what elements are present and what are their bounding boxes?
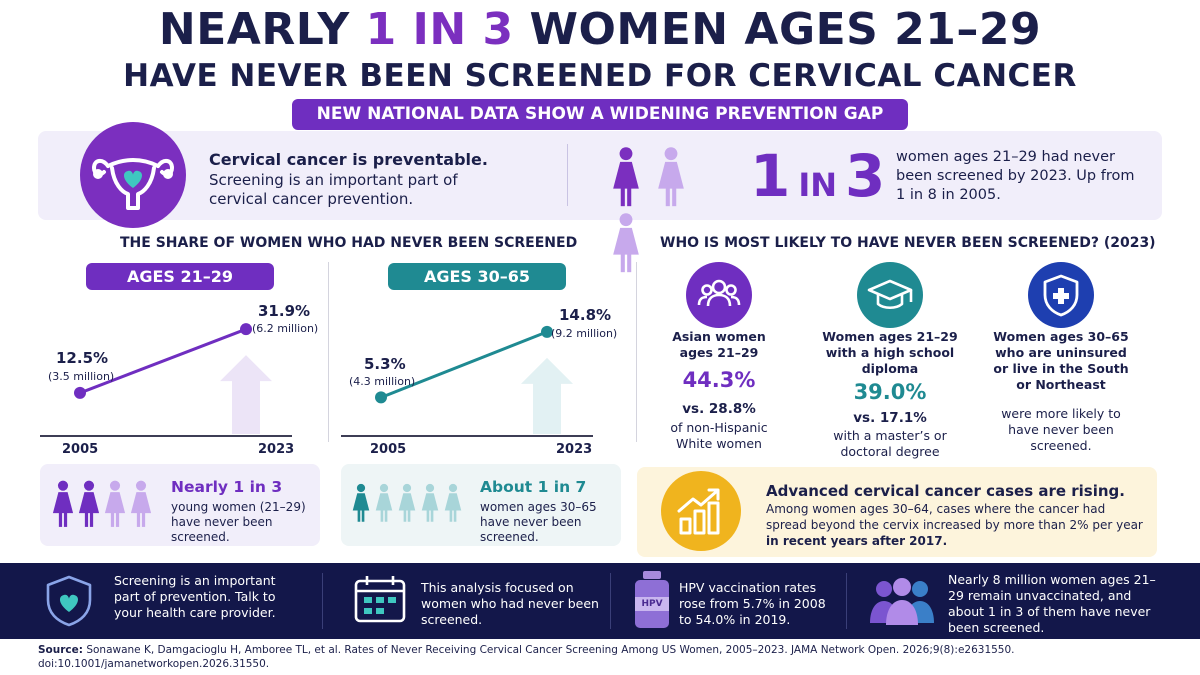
- footer-divider: [610, 573, 611, 629]
- advanced-text-bold: in recent years after 2017.: [766, 534, 948, 548]
- data-point-2005: [74, 386, 86, 399]
- footer-text-prevention: Screening is an important part of preven…: [114, 573, 276, 620]
- graduation-cap-icon: [857, 262, 923, 328]
- main-title: NEARLY 1 IN 3 WOMEN AGES 21–29: [158, 4, 1042, 55]
- year-label-2023: 2023: [258, 442, 295, 457]
- big-stat: 1 IN 3: [750, 142, 886, 210]
- column-divider: [328, 262, 329, 442]
- year-label-2005: 2005: [62, 442, 99, 457]
- trend-chart-30-65: [375, 325, 573, 434]
- banner: NEW NATIONAL DATA SHOW A WIDENING PREVEN…: [292, 99, 908, 130]
- value-label-2005: 5.3%: [364, 355, 406, 373]
- woman-icon: [104, 480, 126, 527]
- group-percent: 44.3%: [682, 368, 756, 392]
- column-divider: [636, 262, 637, 442]
- trend-line: [79, 327, 247, 395]
- trend-chart-21-29: [74, 323, 272, 434]
- calendar-icon: [352, 573, 408, 629]
- summary-text: young women (21–29) have never been scre…: [171, 500, 306, 544]
- vial-label: HPV: [635, 597, 669, 611]
- woman-icon: [421, 483, 439, 522]
- year-label-2023: 2023: [556, 442, 593, 457]
- rising-chart-icon: [661, 471, 741, 551]
- rising-arrow-shape: [521, 357, 573, 434]
- woman-icon: [375, 483, 393, 522]
- age-pill-30-65: AGES 30–65: [388, 263, 566, 290]
- intro-stat-text: women ages 21–29 had never been screened…: [896, 149, 1135, 203]
- summary-title: About 1 in 7: [480, 478, 587, 496]
- footer-text-hpv: HPV vaccination rates rose from 5.7% in …: [679, 580, 826, 627]
- people-row: [52, 478, 162, 532]
- x-axis: [40, 435, 292, 437]
- group-compare-text: were more likely to have never been scre…: [1001, 406, 1121, 453]
- footer-divider: [322, 573, 323, 629]
- group-compare-text: of non-Hispanic White women: [670, 420, 768, 451]
- group-label: Women ages 30–65 who are uninsured or li…: [993, 329, 1129, 392]
- main-subtitle: HAVE NEVER BEEN SCREENED FOR CERVICAL CA…: [123, 58, 1077, 94]
- advanced-title: Advanced cervical cancer cases are risin…: [766, 482, 1125, 500]
- summary-title: Nearly 1 in 3: [171, 478, 283, 496]
- value-label-2023: 14.8%: [559, 306, 612, 324]
- intro-text: Screening is an important part of cervic…: [209, 171, 458, 208]
- intro-title: Cervical cancer is preventable.: [209, 150, 488, 169]
- value-sub-2005: (4.3 million): [349, 375, 416, 388]
- group-percent: 39.0%: [853, 380, 927, 404]
- data-point-2005: [375, 391, 387, 404]
- woman-icon: [52, 480, 74, 527]
- people-row: [352, 480, 470, 528]
- woman-icon: [658, 147, 684, 207]
- woman-icon: [613, 147, 639, 207]
- group-label: Asian women ages 21–29: [672, 329, 766, 360]
- woman-icon: [352, 483, 370, 522]
- groups-heading: WHO IS MOST LIKELY TO HAVE NEVER BEEN SC…: [660, 235, 1156, 251]
- group-compare-text: with a master’s or doctoral degree: [833, 428, 947, 459]
- group-compare-value: vs. 17.1%: [853, 410, 927, 426]
- group-label: Women ages 21–29 with a high school dipl…: [822, 329, 958, 376]
- people-row: [612, 146, 742, 273]
- value-label-2023: 31.9%: [258, 302, 311, 320]
- advanced-text: Among women ages 30–64, cases where the …: [766, 502, 1143, 548]
- title-highlight: 1 IN 3: [365, 4, 514, 55]
- data-point-2023: [541, 325, 553, 338]
- intro-panel: [38, 131, 1162, 220]
- woman-icon: [130, 480, 152, 527]
- rising-arrow-shape: [220, 355, 272, 434]
- group-people-icon: [686, 262, 752, 328]
- trend-heading: THE SHARE OF WOMEN WHO HAD NEVER BEEN SC…: [120, 235, 578, 251]
- vial-cap: [643, 571, 661, 579]
- footer-text-analysis: This analysis focused on women who had n…: [421, 580, 599, 627]
- year-label-2005: 2005: [370, 442, 407, 457]
- source-citation: Source: Sonawane K, Damgacioglu H, Ambor…: [38, 644, 1015, 670]
- uterus-heart-icon: [80, 122, 186, 228]
- woman-icon: [78, 480, 100, 527]
- intro-divider: [567, 144, 568, 206]
- value-sub-2023: (9.2 million): [551, 327, 618, 340]
- vaccine-vial-icon: HPV: [632, 571, 672, 631]
- age-pill-21-29: AGES 21–29: [86, 263, 274, 290]
- women-group-icon: [866, 575, 938, 631]
- woman-icon: [398, 483, 416, 522]
- shield-cross-icon: [1028, 262, 1094, 328]
- summary-text: women ages 30–65 have never been screene…: [480, 500, 597, 544]
- value-label-2005: 12.5%: [56, 349, 109, 367]
- value-sub-2005: (3.5 million): [48, 370, 115, 383]
- footer-divider: [846, 573, 847, 629]
- x-axis: [341, 435, 593, 437]
- woman-icon: [444, 483, 462, 522]
- value-sub-2023: (6.2 million): [252, 322, 319, 335]
- group-compare-value: vs. 28.8%: [682, 401, 756, 417]
- footer-text-unvaccinated: Nearly 8 million women ages 21–29 remain…: [948, 572, 1156, 635]
- footer-band: [0, 563, 1200, 639]
- shield-heart-icon: [40, 572, 98, 634]
- data-point-2023: [240, 323, 252, 336]
- woman-icon: [613, 213, 639, 273]
- trend-line: [380, 330, 548, 399]
